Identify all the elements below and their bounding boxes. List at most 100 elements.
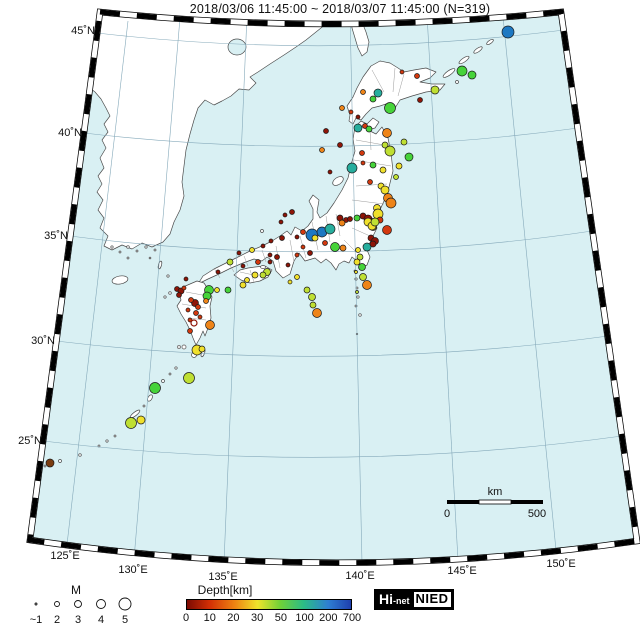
- earthquake-marker: [309, 301, 317, 309]
- earthquake-marker: [203, 298, 209, 304]
- earthquake-marker: [380, 185, 390, 195]
- earthquake-marker: [384, 102, 396, 114]
- parallel-25n: [42, 435, 623, 458]
- earthquake-marker: [339, 105, 345, 111]
- earthquake-marker: [358, 263, 366, 271]
- magnitude-legend-title: M: [71, 583, 81, 597]
- earthquake-marker: [205, 320, 215, 330]
- magnitude-legend-circle: [118, 597, 132, 611]
- depth-tick-label: 20: [227, 612, 240, 624]
- earthquake-marker: [187, 317, 193, 323]
- earthquake-marker: [379, 166, 387, 174]
- earthquake-marker: [354, 270, 358, 274]
- earthquake-marker: [285, 262, 291, 268]
- earthquake-marker: [382, 128, 392, 138]
- earthquake-marker: [501, 25, 515, 39]
- earthquake-marker: [373, 88, 383, 98]
- nied-wordmark: NIED: [412, 591, 452, 608]
- earthquake-marker: [367, 179, 373, 185]
- earthquake-marker: [417, 97, 423, 103]
- earthquake-marker: [353, 258, 361, 266]
- earthquake-marker: [181, 344, 187, 350]
- latitude-label: 45˚N: [71, 25, 95, 37]
- depth-colorbar: [186, 599, 352, 610]
- earthquake-marker: [251, 271, 259, 279]
- longitude-label: 125˚E: [50, 550, 80, 562]
- earthquake-marker: [215, 269, 221, 275]
- earthquake-marker: [224, 286, 232, 294]
- depth-tick-label: 50: [274, 612, 287, 624]
- earthquake-marker: [239, 281, 247, 289]
- map-title: 2018/03/06 11:45:00 ~ 2018/03/07 11:45:0…: [189, 2, 491, 16]
- scale-end-label: 500: [528, 508, 546, 520]
- hinet-wordmark: Hi -net: [379, 591, 410, 607]
- earthquake-marker: [369, 95, 377, 103]
- longitude-label: 140˚E: [345, 570, 375, 582]
- earthquake-marker: [322, 240, 328, 246]
- earthquake-marker: [279, 235, 285, 241]
- earthquake-marker: [300, 244, 306, 250]
- earthquake-marker: [393, 174, 399, 180]
- earthquake-marker: [323, 128, 329, 134]
- earthquake-marker: [362, 242, 372, 252]
- earthquake-marker: [183, 372, 195, 384]
- earthquake-marker: [177, 345, 181, 349]
- earthquake-marker: [287, 279, 293, 285]
- earthquake-marker: [294, 274, 300, 280]
- earthquake-marker: [289, 209, 295, 215]
- magnitude-legend-circle: [74, 600, 82, 608]
- earthquake-marker: [197, 314, 203, 320]
- earthquake-marker: [195, 304, 201, 310]
- earthquake-marker: [359, 150, 365, 156]
- earthquake-marker: [337, 142, 343, 148]
- earthquake-marker: [456, 65, 468, 77]
- earthquake-marker: [244, 277, 250, 283]
- earthquake-marker: [185, 307, 191, 313]
- depth-tick-label: 700: [342, 612, 362, 624]
- magnitude-legend-circle: [96, 599, 106, 609]
- meridian-150e: [502, 16, 557, 551]
- magnitude-legend: ~1 2 3 4 5: [30, 597, 132, 626]
- depth-legend-title: Depth[km]: [197, 583, 253, 597]
- parallel-45n: [96, 29, 565, 47]
- earthquake-marker: [385, 197, 397, 209]
- parallel-30n: [55, 335, 609, 357]
- earthquake-marker: [268, 238, 274, 244]
- earthquake-marker: [181, 285, 187, 291]
- magnitude-legend-circle: [54, 601, 60, 607]
- map-scale-bar: km 0 500: [444, 486, 546, 520]
- earthquake-marker: [190, 319, 198, 327]
- earthquake-marker: [260, 243, 266, 249]
- earthquake-marker: [45, 458, 55, 468]
- earthquake-marker: [327, 169, 333, 175]
- earthquake-marker: [353, 123, 363, 133]
- longitude-label: 135˚E: [208, 571, 238, 583]
- parallel-40n: [83, 127, 579, 147]
- earthquake-marker: [259, 271, 267, 279]
- earthquake-marker: [338, 219, 346, 227]
- latitude-label: 40˚N: [58, 127, 82, 139]
- earthquake-marker: [136, 415, 146, 425]
- earthquake-marker: [359, 273, 367, 281]
- earthquake-marker: [236, 250, 242, 256]
- earthquake-marker: [308, 293, 316, 301]
- earthquake-marker: [125, 417, 137, 429]
- lake-khanka: [227, 38, 247, 56]
- meridian-130e: [133, 17, 181, 560]
- earthquake-marker: [198, 345, 206, 353]
- earthquake-marker: [395, 162, 403, 170]
- depth-tick-label: 100: [295, 612, 314, 624]
- earthquake-marker: [324, 223, 336, 235]
- continent-asia: [89, 12, 333, 251]
- earthquake-marker: [300, 229, 306, 235]
- earthquake-marker: [339, 244, 347, 252]
- earthquake-marker: [255, 259, 261, 265]
- depth-tick-label: 200: [319, 612, 338, 624]
- earthquake-marker: [369, 240, 377, 248]
- earthquake-marker: [347, 216, 353, 222]
- earthquake-marker: [381, 141, 389, 149]
- depth-tick-label: 30: [251, 612, 264, 624]
- earthquake-marker: [267, 252, 273, 258]
- earthquake-marker: [187, 328, 193, 334]
- earthquake-marker: [312, 308, 322, 318]
